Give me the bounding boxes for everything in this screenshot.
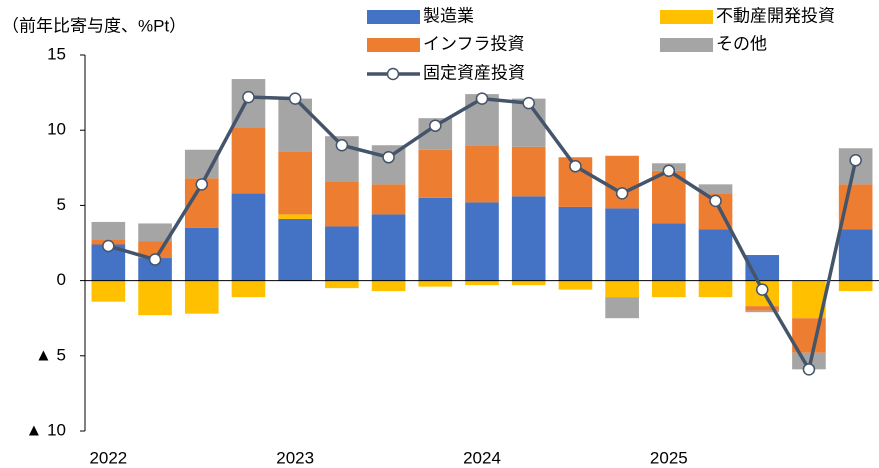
line-point <box>382 151 395 164</box>
y-tick-label: 10 <box>47 120 66 139</box>
line-point <box>102 239 115 253</box>
bar-segment <box>371 184 406 215</box>
bar-segment <box>465 145 499 203</box>
bar-segment <box>325 226 359 281</box>
bar-segment <box>278 218 312 281</box>
line-point <box>709 194 722 208</box>
bar-segment <box>698 280 733 298</box>
y-tick-label: ▲ 5 <box>35 345 66 364</box>
line-point <box>662 164 676 178</box>
bar-segment <box>652 280 686 298</box>
y-tick-label: 5 <box>57 195 66 214</box>
bar-segment <box>231 280 266 298</box>
line-point <box>849 154 862 167</box>
bar-segment <box>652 223 686 281</box>
y-tick-label: 15 <box>47 44 66 63</box>
legend-label: 固定資産投資 <box>423 63 525 82</box>
bar-segment <box>465 202 499 281</box>
legend-swatch <box>660 10 713 24</box>
bar-segment <box>511 146 546 197</box>
x-tick-label: 2025 <box>650 448 688 467</box>
bar-segment <box>465 280 499 286</box>
bar-segment <box>184 280 219 314</box>
line-point <box>755 283 769 296</box>
legend-label: 製造業 <box>423 6 474 25</box>
bar-segment <box>91 221 126 240</box>
x-tick-label: 2023 <box>276 448 314 467</box>
bar-segment <box>91 280 126 302</box>
bar-segment <box>511 196 546 281</box>
bar-segment <box>278 98 312 152</box>
bar-segment <box>605 297 639 319</box>
line-point <box>335 138 349 152</box>
bar-segment <box>278 214 312 219</box>
x-tick-label: 2022 <box>89 448 127 467</box>
bar-segment <box>278 151 312 215</box>
bar-segment <box>231 193 266 281</box>
line-point <box>615 187 629 200</box>
bar-segment <box>558 206 593 281</box>
legend-label: インフラ投資 <box>423 34 525 53</box>
legend-label: その他 <box>716 34 767 53</box>
line-point <box>429 119 442 132</box>
y-tick-label: ▲ 10 <box>26 420 66 439</box>
line-point <box>242 90 255 104</box>
bar-segment <box>838 280 873 292</box>
line-point <box>148 253 162 266</box>
legend-marker <box>386 67 400 81</box>
bar-segment <box>745 310 780 313</box>
line-point <box>195 178 209 191</box>
x-tick-label: 2024 <box>463 448 501 467</box>
bar-segment <box>745 306 780 311</box>
bar-segment <box>605 208 639 281</box>
bar-segment <box>371 214 406 281</box>
line-point <box>802 363 816 376</box>
bar-segment <box>605 155 639 209</box>
bar-segment <box>231 127 266 194</box>
bar-segment <box>418 280 453 287</box>
line-point <box>569 160 582 173</box>
bar-segment <box>325 280 359 289</box>
bar-segment <box>418 149 453 198</box>
bar-segment <box>418 197 453 281</box>
bar-segment <box>838 229 873 281</box>
legend-swatch <box>367 38 420 52</box>
bar-segment <box>698 184 733 194</box>
y-axis-label: （前年比寄与度、%Pt） <box>2 16 186 35</box>
bar-segment <box>325 181 359 227</box>
bar-segment <box>371 280 406 292</box>
bar-segment <box>511 280 546 286</box>
legend-swatch <box>367 10 420 24</box>
bar-segment <box>698 229 733 281</box>
bar-segment <box>184 227 219 281</box>
bar-segment <box>558 280 593 290</box>
bar-segment <box>138 258 172 281</box>
legend-swatch <box>660 38 713 52</box>
line-point <box>475 92 489 105</box>
y-tick-label: 0 <box>57 270 66 289</box>
bar-segment <box>138 223 172 242</box>
legend-label: 不動産開発投資 <box>716 6 835 25</box>
bar-segment <box>605 280 639 298</box>
line-point <box>288 92 302 105</box>
line-point <box>522 96 535 110</box>
bar-segment <box>138 280 172 316</box>
